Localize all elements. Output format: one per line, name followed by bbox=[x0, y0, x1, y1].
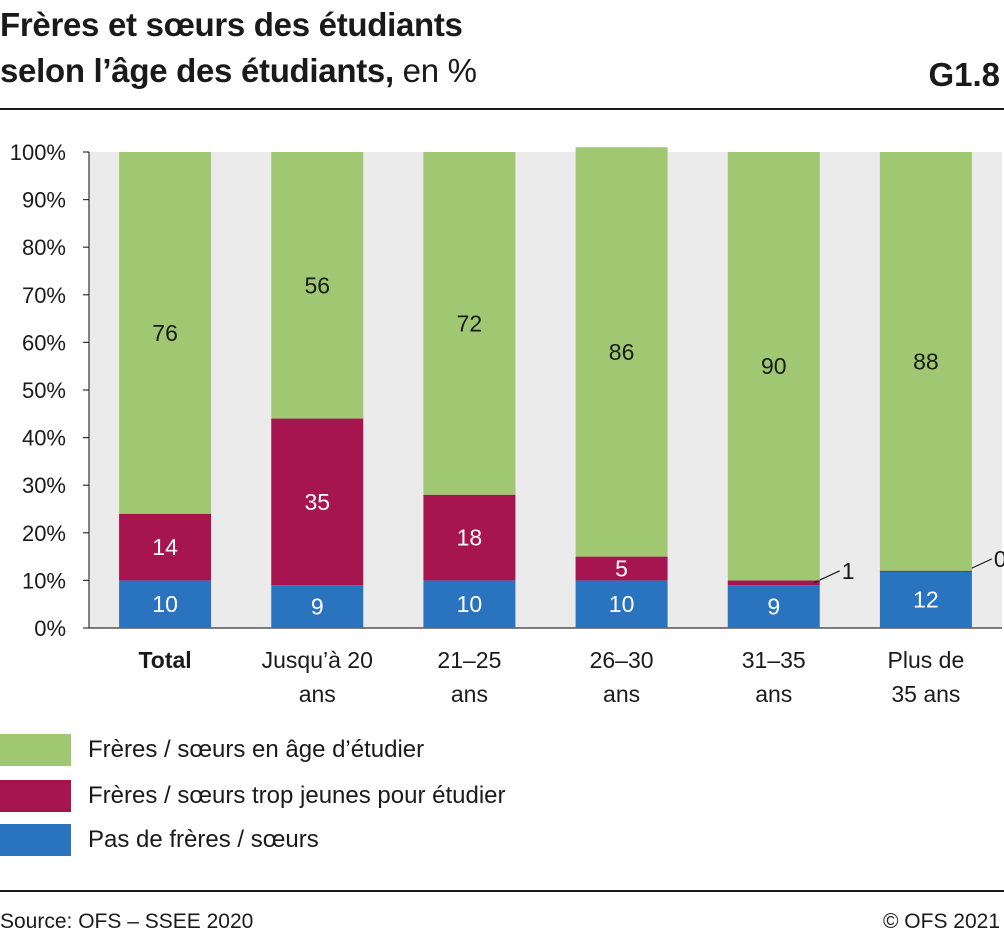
data-label: 90 bbox=[761, 353, 787, 379]
data-label: 72 bbox=[457, 310, 483, 336]
bar-segment bbox=[879, 152, 972, 571]
category-label: 26–30 bbox=[590, 647, 654, 673]
legend-item-no-siblings: Pas de frères / sœurs bbox=[0, 822, 700, 858]
y-tick-label: 40% bbox=[22, 426, 66, 451]
title-unit: en % bbox=[393, 52, 477, 89]
legend-label: Pas de frères / sœurs bbox=[88, 826, 319, 853]
data-label: 5 bbox=[615, 556, 628, 582]
y-tick-label: 90% bbox=[22, 188, 66, 213]
y-tick-label: 20% bbox=[22, 521, 66, 546]
data-label: 1 bbox=[842, 558, 855, 584]
y-tick-label: 60% bbox=[22, 330, 66, 355]
figure-id: G1.8 bbox=[928, 56, 1000, 93]
bar-segment bbox=[727, 152, 820, 581]
data-label: 56 bbox=[304, 272, 330, 298]
data-label: 12 bbox=[913, 586, 939, 612]
legend-swatch-green bbox=[0, 734, 71, 766]
legend-item-studying-age: Frères / sœurs en âge d’étudier bbox=[0, 732, 700, 768]
chart-title: Frères et sœurs des étudiants selon l’âg… bbox=[0, 2, 477, 94]
legend-label: Frères / sœurs trop jeunes pour étudier bbox=[88, 782, 506, 809]
stacked-bar-chart: 0%10%20%30%40%50%60%70%80%90%100%101476T… bbox=[10, 140, 1004, 707]
source-note: Source: OFS – SSEE 2020 bbox=[0, 910, 254, 933]
bar-segment bbox=[271, 152, 364, 419]
copyright: © OFS 2021 bbox=[882, 910, 1000, 933]
data-label: 10 bbox=[457, 591, 483, 617]
legend-swatch-blue bbox=[0, 824, 71, 856]
category-label: ans bbox=[299, 681, 336, 707]
bar-segment bbox=[119, 513, 212, 581]
bar-segment bbox=[119, 152, 212, 514]
y-tick-label: 100% bbox=[10, 140, 66, 165]
data-label: 10 bbox=[152, 591, 178, 617]
y-tick-label: 70% bbox=[22, 283, 66, 308]
y-tick-label: 80% bbox=[22, 235, 66, 260]
data-label: 18 bbox=[457, 525, 483, 551]
data-label: 9 bbox=[311, 594, 324, 620]
category-label: 31–35 bbox=[742, 647, 806, 673]
legend-item-too-young: Frères / sœurs trop jeunes pour étudier bbox=[0, 778, 700, 814]
data-label: 88 bbox=[913, 348, 939, 374]
title-line-2-main: selon l’âge des étudiants, bbox=[0, 52, 394, 89]
y-tick-label: 30% bbox=[22, 473, 66, 498]
bar-segment bbox=[423, 494, 516, 581]
bar-segment bbox=[727, 580, 820, 586]
y-tick-label: 10% bbox=[22, 568, 66, 593]
bar-segment bbox=[423, 580, 516, 628]
bar-segment bbox=[575, 556, 668, 581]
data-label: 14 bbox=[152, 534, 178, 560]
data-label: 10 bbox=[609, 591, 635, 617]
data-label-leader bbox=[813, 570, 841, 584]
bottom-rule bbox=[0, 890, 1004, 892]
category-label: ans bbox=[603, 681, 640, 707]
bar-segment bbox=[879, 570, 972, 628]
bar-segment bbox=[423, 152, 516, 495]
data-label: 86 bbox=[609, 339, 635, 365]
legend-label: Frères / sœurs en âge d’étudier bbox=[88, 736, 425, 763]
legend-swatch-crimson bbox=[0, 780, 71, 812]
data-label: 9 bbox=[767, 594, 780, 620]
bar-segment bbox=[271, 418, 364, 586]
bar-segment bbox=[727, 585, 820, 628]
category-label: ans bbox=[755, 681, 792, 707]
category-label: 35 ans bbox=[891, 681, 960, 707]
title-line-2: selon l’âge des étudiants, en % bbox=[0, 48, 477, 94]
category-label: Jusqu’à 20 bbox=[262, 647, 373, 673]
category-label: ans bbox=[451, 681, 488, 707]
category-label: 21–25 bbox=[437, 647, 501, 673]
data-label: 35 bbox=[304, 489, 330, 515]
bar-segment bbox=[119, 580, 212, 628]
y-tick-label: 0% bbox=[34, 616, 66, 641]
bar-segment bbox=[575, 580, 668, 628]
bar-segment bbox=[271, 585, 364, 628]
category-label: Total bbox=[138, 647, 191, 673]
title-line-1: Frères et sœurs des étudiants bbox=[0, 6, 463, 43]
y-tick-label: 50% bbox=[22, 378, 66, 403]
bar-segment bbox=[575, 147, 668, 557]
category-label: Plus de bbox=[888, 647, 965, 673]
plot-area bbox=[89, 152, 1002, 628]
data-label: 0 bbox=[994, 546, 1004, 572]
data-label: 76 bbox=[152, 320, 178, 346]
top-rule bbox=[0, 108, 1004, 110]
